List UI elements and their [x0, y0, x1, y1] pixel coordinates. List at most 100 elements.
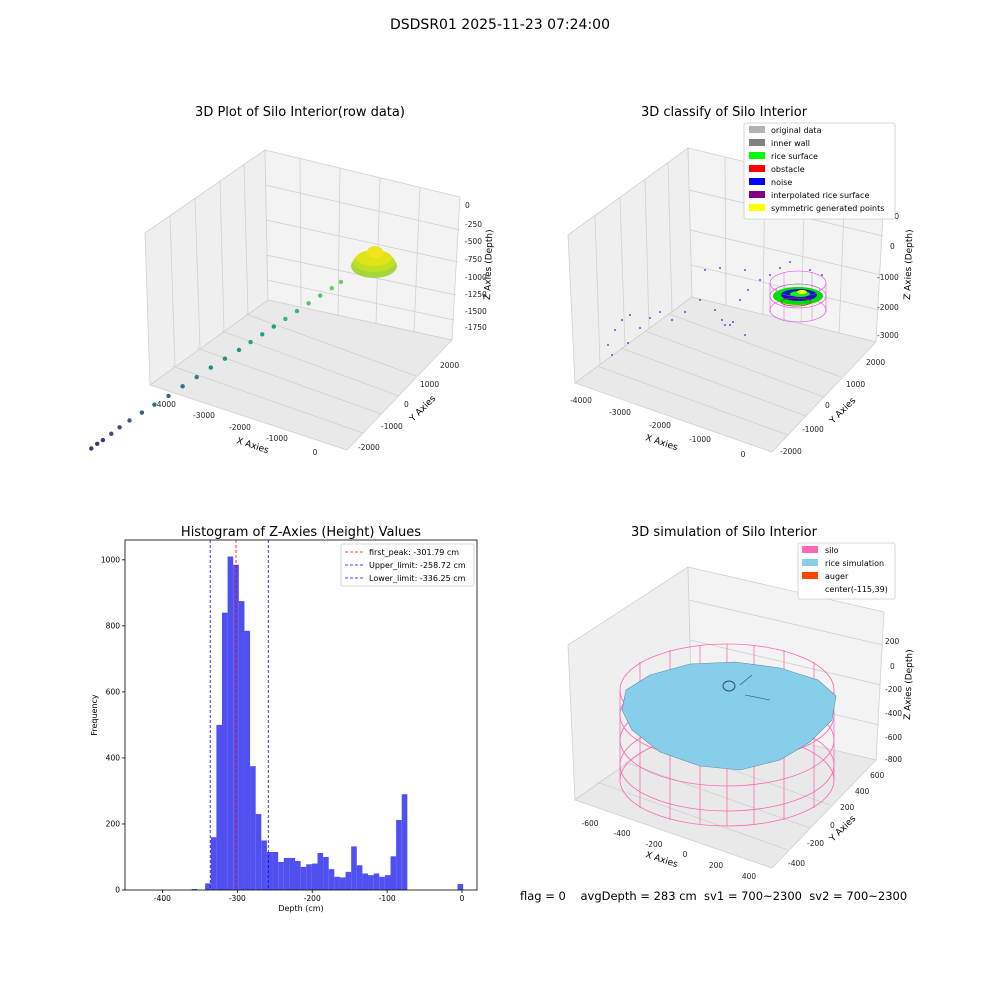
histogram-bar — [255, 814, 262, 890]
noise-point — [744, 334, 746, 336]
histogram-bar — [356, 865, 363, 890]
scatter-point — [208, 365, 213, 370]
noise-point — [744, 269, 746, 271]
panel3-xlabel: Depth (cm) — [278, 904, 323, 913]
panel1-ytick: -1000 — [381, 422, 403, 431]
panel4-xtick: 0 — [683, 850, 688, 859]
scatter-point — [109, 431, 114, 436]
histogram-bar — [311, 863, 318, 890]
panel2-xtick: -2000 — [649, 421, 671, 430]
panel2-ztick: -3000 — [877, 331, 899, 340]
panel2-ytick: -1000 — [802, 425, 824, 434]
panel3-y-ticks: 0 200 400 600 800 1000 — [101, 555, 125, 895]
legend-swatch — [749, 191, 765, 198]
scatter-point — [100, 437, 106, 443]
panel4-title: 3D simulation of Silo Interior — [631, 525, 818, 540]
histogram-bar — [345, 871, 352, 890]
histogram-bar — [368, 875, 374, 890]
legend-label: symmetric generated points — [771, 204, 884, 213]
legend-swatch — [749, 126, 765, 133]
noise-point — [699, 299, 701, 301]
noise-point — [747, 289, 749, 291]
panel2-xtick: -1000 — [689, 435, 711, 444]
panel4-ytick: 600 — [870, 771, 885, 780]
x-tick-label: 0 — [460, 894, 465, 903]
noise-point — [649, 317, 651, 319]
legend-label: first_peak: -301.79 cm — [369, 548, 459, 557]
legend-swatch — [749, 204, 765, 211]
panel-raw-3d: 3D Plot of Silo Interior(row data) -4000… — [89, 105, 495, 457]
panel4-ytick: 0 — [830, 821, 835, 830]
panel1-ztick: -750 — [465, 255, 482, 264]
panel4-ytick: -200 — [807, 839, 824, 848]
noise-point — [729, 324, 731, 326]
noise-point — [759, 279, 761, 281]
panel1-xtick: -1000 — [266, 434, 288, 443]
histogram-bar — [283, 857, 290, 890]
panel4-xlabel: X Axies — [644, 850, 679, 870]
histogram-bar — [250, 766, 256, 890]
scatter-point — [127, 418, 132, 423]
panel2-xtick: -4000 — [570, 396, 592, 405]
panel-simulation-3d: 3D simulation of Silo Interior — [567, 525, 915, 881]
histogram-bar — [191, 889, 198, 890]
panel4-zlabel: Z Axies (Depth) — [903, 649, 915, 720]
panel2-ytick: 2000 — [866, 358, 885, 367]
noise-point — [724, 324, 726, 326]
panel4-z-ticks: 200 0 -200 -400 -600 -800 — [885, 637, 902, 764]
histogram-bar — [216, 724, 222, 890]
histogram-bar — [266, 852, 273, 890]
panel2-ytick: 1000 — [846, 380, 865, 389]
panel4-xtick: -600 — [581, 819, 598, 828]
panel2-ztick: -1000 — [877, 273, 899, 282]
panel1-scatter-points — [89, 279, 344, 451]
histogram-bar — [390, 856, 397, 890]
noise-point — [739, 299, 741, 301]
panel4-xtick: 200 — [709, 861, 724, 870]
panel1-ytick: 0 — [404, 400, 409, 409]
histogram-bar — [278, 861, 284, 890]
histogram-bar — [210, 837, 217, 890]
panel2-xtick: -3000 — [609, 408, 631, 417]
panel1-ztick: -1500 — [465, 307, 487, 316]
histogram-bar — [295, 860, 301, 890]
histogram-bar — [221, 612, 228, 890]
panel3-x-ticks: -400 -300 -200 -100 0 — [154, 890, 465, 903]
histogram-bar — [384, 875, 391, 890]
panel1-xtick: -3000 — [193, 411, 215, 420]
noise-point — [704, 269, 706, 271]
noise-point — [621, 319, 623, 321]
histogram-bar — [396, 820, 402, 890]
scatter-point — [271, 324, 276, 329]
panel1-ytick: 1000 — [420, 380, 439, 389]
panel4-y-ticks: -400 -200 0 200 400 600 — [788, 771, 885, 868]
noise-point — [714, 309, 716, 311]
noise-point — [659, 311, 661, 313]
scatter-point — [236, 347, 242, 353]
legend-label: rice surface — [771, 152, 818, 161]
histogram-bar — [272, 852, 279, 890]
histogram-bar — [457, 884, 464, 890]
panel1-x-ticks: -4000 -3000 -2000 -1000 0 — [154, 400, 318, 457]
panel1-xtick: 0 — [313, 448, 318, 457]
panel1-ztick: -1750 — [465, 323, 487, 332]
panel1-ylabel: Y Axies — [407, 394, 438, 425]
panel2-ztick: -2000 — [877, 303, 899, 312]
scatter-point — [95, 441, 100, 446]
histogram-bar — [379, 876, 385, 890]
panel4-axes-box — [567, 566, 885, 869]
legend-swatch — [802, 559, 818, 566]
legend-label: center(-115,39) — [825, 585, 888, 594]
scatter-point — [152, 402, 157, 407]
panel3-bars — [191, 556, 464, 890]
noise-point — [821, 274, 823, 276]
panel4-legend: silo rice simulation auger center(-115,39) — [797, 542, 896, 600]
legend-label: rice simulation — [825, 559, 884, 568]
noise-point — [789, 261, 791, 263]
panel4-ytick: -400 — [788, 859, 805, 868]
histogram-bar — [300, 866, 307, 890]
noise-point — [721, 319, 723, 321]
histogram-bar — [373, 873, 380, 890]
scatter-point — [117, 425, 122, 430]
histogram-bar — [339, 877, 346, 890]
